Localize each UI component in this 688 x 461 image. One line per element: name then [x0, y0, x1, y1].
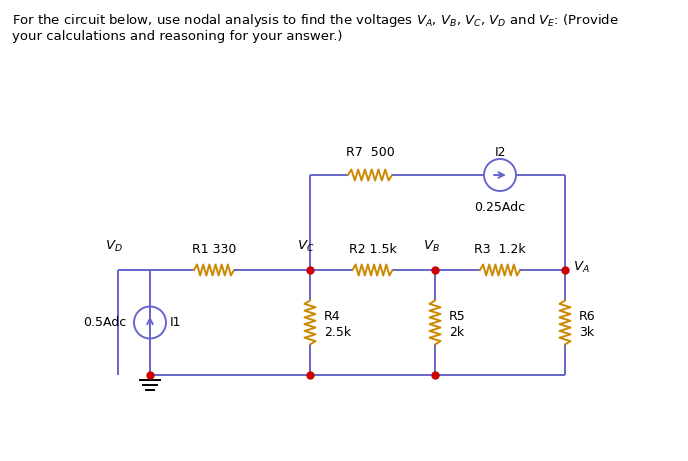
Text: 0.5Adc: 0.5Adc	[83, 316, 126, 329]
Text: 2k: 2k	[449, 326, 464, 339]
Text: $V_A$: $V_A$	[573, 260, 590, 275]
Text: R1 330: R1 330	[192, 243, 236, 256]
Text: your calculations and reasoning for your answer.): your calculations and reasoning for your…	[12, 30, 343, 43]
Text: R7  500: R7 500	[345, 146, 394, 159]
Text: R4: R4	[324, 310, 341, 323]
Text: 0.25Adc: 0.25Adc	[475, 201, 526, 214]
Text: 3k: 3k	[579, 326, 594, 339]
Text: R2 1.5k: R2 1.5k	[349, 243, 396, 256]
Text: I2: I2	[494, 146, 506, 159]
Text: $V_D$: $V_D$	[105, 239, 123, 254]
Text: I1: I1	[170, 316, 182, 329]
Text: $V_C$: $V_C$	[297, 239, 314, 254]
Text: R3  1.2k: R3 1.2k	[474, 243, 526, 256]
Text: $V_B$: $V_B$	[422, 239, 440, 254]
Text: 2.5k: 2.5k	[324, 326, 351, 339]
Text: R6: R6	[579, 310, 596, 323]
Text: For the circuit below, use nodal analysis to find the voltages $V_A$, $V_B$, $V_: For the circuit below, use nodal analysi…	[12, 12, 619, 29]
Text: R5: R5	[449, 310, 466, 323]
